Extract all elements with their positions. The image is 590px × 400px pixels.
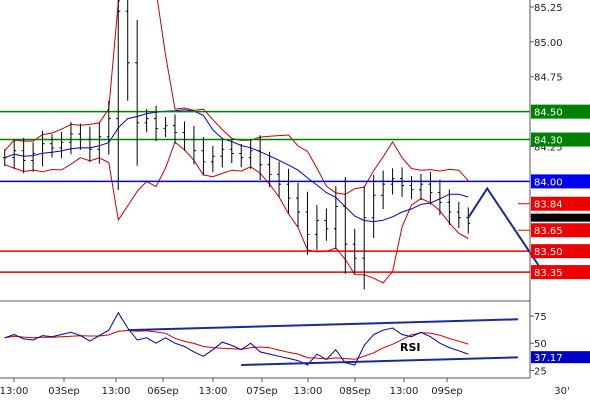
- time-tick-label: 07Sep: [246, 386, 278, 397]
- resistance-84-30-label: 84.30: [534, 136, 563, 147]
- support-83-50-label: 83.50: [534, 247, 563, 258]
- price-bar: [248, 139, 253, 169]
- current-price-marker: [531, 213, 590, 222]
- price-bar: [362, 186, 367, 290]
- resistance-84-30-badge: [531, 132, 590, 147]
- price-bar: [21, 137, 26, 174]
- rsi-lower-trendline: [241, 356, 519, 366]
- price-bar: [295, 182, 300, 228]
- bollinger-lower-band: [4, 141, 469, 284]
- price-bar: [31, 142, 36, 172]
- price-tick-label: 85.00: [534, 38, 563, 49]
- pivot-84-00-badge: [531, 174, 590, 189]
- price-bar: [258, 135, 263, 180]
- price-bar: [390, 168, 395, 195]
- rsi-title: RSI: [400, 341, 421, 354]
- price-bar: [50, 134, 55, 158]
- rsi-tick-label: 50: [534, 339, 547, 350]
- price-bar: [191, 125, 196, 165]
- rsi-line: [4, 311, 469, 366]
- price-bar: [267, 151, 272, 188]
- price-bar: [381, 170, 386, 210]
- forecast-path: [467, 186, 545, 275]
- price-bar: [286, 168, 291, 214]
- price-bar: [343, 176, 348, 274]
- price-bar: [220, 138, 225, 168]
- resistance-84-50-label: 84.50: [534, 108, 563, 119]
- price-bar: [456, 201, 461, 228]
- rsi-value-badge: [531, 351, 590, 364]
- price-bar: [437, 179, 442, 216]
- rsi-signal-line: [4, 329, 469, 360]
- price-bar: [201, 137, 206, 176]
- price-bar: [418, 173, 423, 201]
- price-panel: [0, 0, 545, 290]
- time-tick-label: 09Sep: [431, 386, 463, 397]
- price-bar: [333, 186, 338, 250]
- rsi-value-label: 37.17: [534, 353, 563, 364]
- price-bar: [68, 121, 73, 155]
- price-bar: [40, 130, 45, 167]
- time-tick-label: 13:00: [390, 386, 419, 397]
- price-bar: [371, 174, 376, 239]
- price-bar: [97, 122, 102, 164]
- price-bar: [125, 0, 130, 101]
- price-bar: [447, 189, 452, 225]
- price-bar: [116, 0, 121, 191]
- price-bar: [78, 123, 83, 150]
- price-bar: [106, 100, 111, 155]
- price-bar: [182, 121, 187, 151]
- price-bar: [352, 228, 357, 274]
- price-bar: [12, 139, 17, 169]
- price-bar: [154, 105, 159, 142]
- time-tick-label: 13:00: [0, 386, 28, 397]
- price-bar: [135, 19, 140, 166]
- support-83-50-badge: [531, 244, 590, 259]
- price-bar: [466, 207, 471, 234]
- price-bar: [428, 172, 433, 205]
- price-bar: [409, 176, 414, 200]
- pivot-84-00-label: 84.00: [534, 177, 563, 188]
- timeframe-label: 30': [554, 386, 569, 397]
- price-bar: [87, 126, 92, 163]
- time-tick-label: 13:00: [294, 386, 323, 397]
- price-bar: [173, 114, 178, 144]
- price-bar: [163, 116, 168, 138]
- price-bar: [305, 191, 310, 255]
- price-bar: [2, 149, 7, 167]
- time-tick-label: 06Sep: [147, 386, 179, 397]
- price-bar: [314, 205, 319, 250]
- price-bar: [210, 145, 215, 173]
- moving-average-line: [4, 109, 469, 223]
- price-bar: [277, 161, 282, 198]
- rsi-upper-trendline: [127, 318, 519, 332]
- rsi-tick-label: 25: [534, 366, 547, 377]
- price-badge-83-65-label: 83.65: [534, 226, 563, 237]
- price-bar: [229, 139, 234, 163]
- price-tick-label: 85.25: [534, 3, 563, 14]
- price-badge-83-84-label: 83.84: [534, 200, 563, 211]
- rsi-panel: RSI: [4, 311, 519, 366]
- price-bar: [324, 208, 329, 241]
- price-bar: [239, 144, 244, 168]
- price-badge-83-84: [531, 196, 590, 211]
- price-tick-label: 84.25: [534, 143, 563, 154]
- price-badge-83-65: [531, 223, 590, 238]
- time-tick-label: 08Sep: [339, 386, 371, 397]
- price-bar: [144, 109, 149, 133]
- rsi-tick-label: 75: [534, 312, 547, 323]
- time-tick-label: 13:00: [102, 386, 131, 397]
- price-tick-label: 84.75: [534, 73, 563, 84]
- price-bar: [400, 167, 405, 197]
- support-83-35-badge: [531, 265, 590, 280]
- price-bar: [59, 132, 64, 159]
- time-tick-label: 13:00: [199, 386, 228, 397]
- resistance-84-50-badge: [531, 104, 590, 119]
- support-83-35-label: 83.35: [534, 268, 563, 279]
- time-tick-label: 03Sep: [48, 386, 80, 397]
